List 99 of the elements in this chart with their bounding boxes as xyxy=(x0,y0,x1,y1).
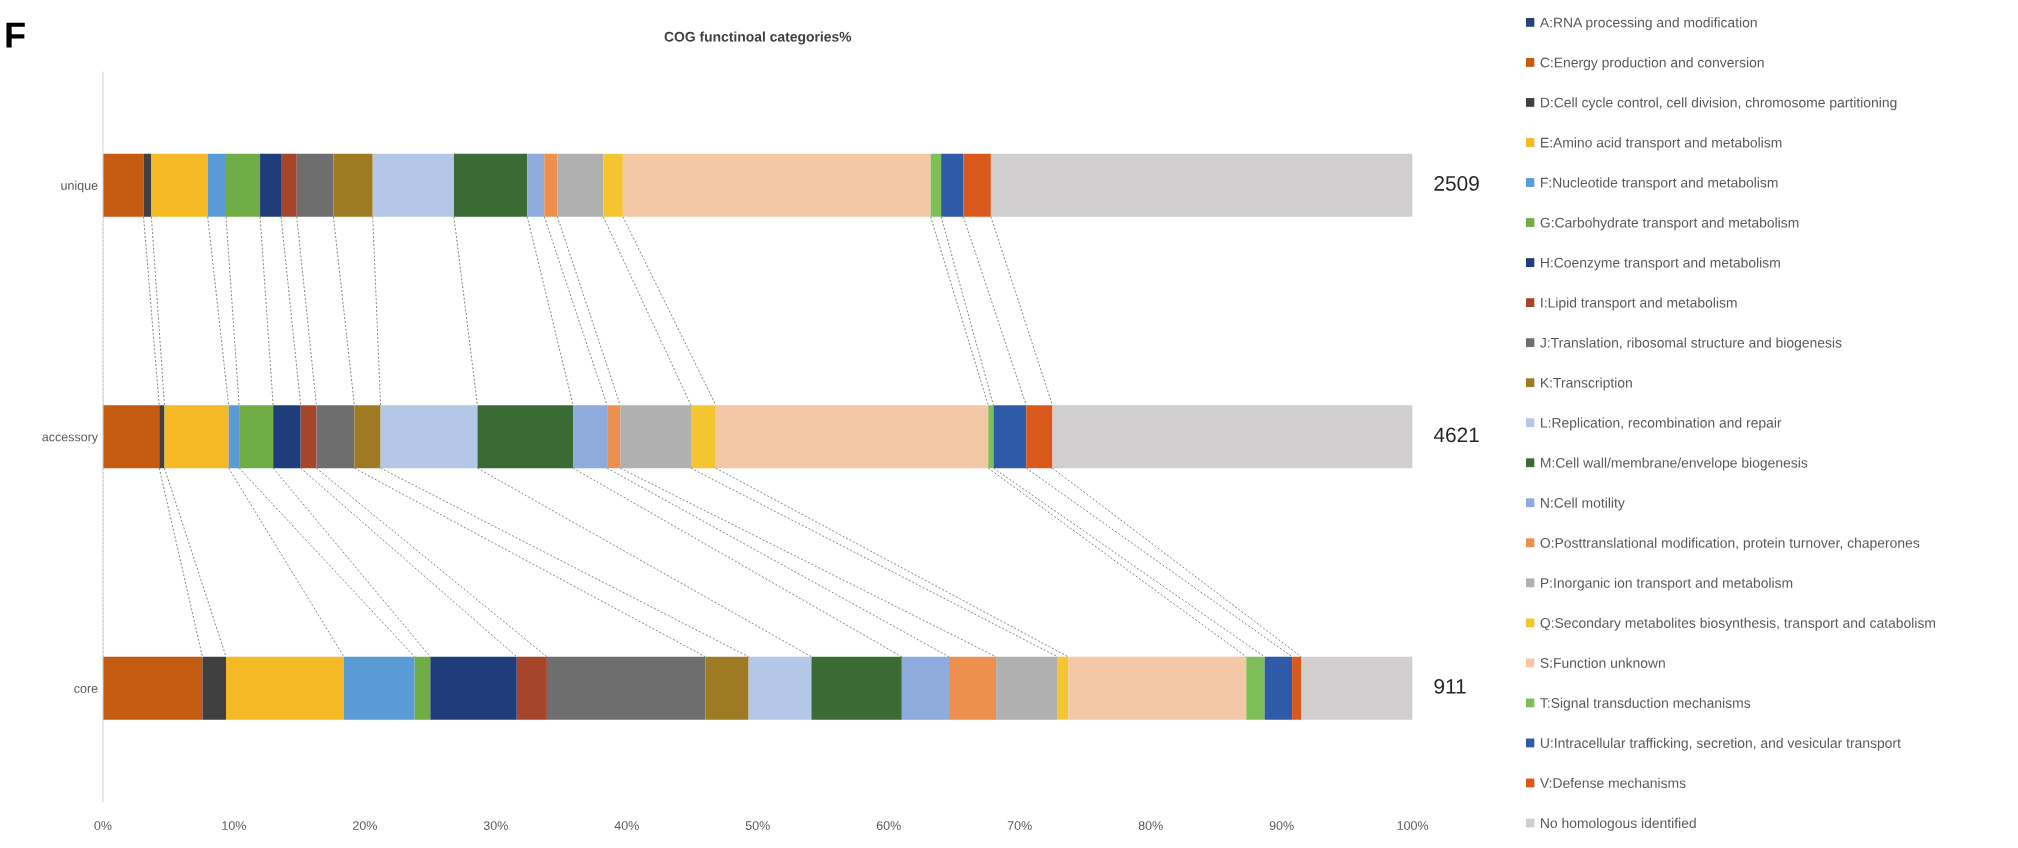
chart-title: COG functinoal categories% xyxy=(664,31,852,45)
bar xyxy=(988,405,994,469)
bar xyxy=(573,405,608,469)
bar xyxy=(226,656,344,720)
bar xyxy=(607,405,621,469)
bar xyxy=(159,405,165,469)
bar xyxy=(622,153,931,217)
bar xyxy=(453,153,528,217)
bar xyxy=(380,405,478,469)
legend-label: J:Translation, ribosomal structure and biogenesis xyxy=(1540,337,1842,351)
bar xyxy=(1301,656,1413,720)
y-tick-label: core xyxy=(74,686,98,693)
legend-label: D:Cell cycle control, cell division, chromosome partitioning xyxy=(1541,97,1897,111)
bar xyxy=(901,656,949,720)
bar xyxy=(151,153,208,217)
bar xyxy=(1026,405,1053,469)
x-tick-label: 20% xyxy=(352,821,377,830)
bar xyxy=(516,656,547,720)
bar xyxy=(372,153,454,217)
y-tick-label: unique xyxy=(61,180,98,193)
bar xyxy=(1246,656,1265,720)
x-tick-label: 80% xyxy=(1138,821,1163,830)
bar xyxy=(705,656,749,720)
text: 911 xyxy=(1434,679,1466,694)
bar xyxy=(603,153,623,217)
legend-label: U:Intracellular trafficking, secretion, and vesicular transport xyxy=(1540,737,1901,751)
bar xyxy=(260,153,282,217)
x-tick-label: 40% xyxy=(614,821,639,830)
bar xyxy=(996,656,1058,720)
legend-label: F:Nucleotide transport and metabolism xyxy=(1541,177,1778,191)
bar xyxy=(527,153,545,217)
bar xyxy=(1068,656,1247,720)
legend-label: G:Carbohydrate transport and metabolism xyxy=(1540,217,1799,231)
legend-label: Q:Secondary metabolites biosynthesis, transport and catabolism xyxy=(1540,617,1936,631)
bar xyxy=(343,656,415,720)
legend-label: M:Cell wall/membrane/envelope biogenesis xyxy=(1541,457,1808,471)
bar xyxy=(102,656,203,720)
bar xyxy=(620,405,691,469)
bar xyxy=(202,656,227,720)
legend-label: V:Defense mechanisms xyxy=(1539,777,1686,788)
x-tick-label: 70% xyxy=(1007,821,1032,830)
bar xyxy=(333,153,373,217)
bar xyxy=(316,405,355,469)
x-tick-label: 30% xyxy=(483,821,508,830)
bar xyxy=(990,153,1413,217)
bar xyxy=(300,405,317,469)
bar xyxy=(164,405,229,469)
bar xyxy=(477,405,574,469)
legend-label: L:Replication, recombination and repair xyxy=(1541,417,1782,431)
legend-label: S:Function unknown xyxy=(1540,657,1665,668)
bar xyxy=(811,656,902,720)
legend-label: C:Energy production and conversion xyxy=(1540,57,1764,71)
bar xyxy=(273,405,301,469)
x-tick-label: 100% xyxy=(1397,821,1429,830)
bar xyxy=(1264,656,1293,720)
bar xyxy=(948,656,997,720)
x-tick-label: 50% xyxy=(745,821,770,830)
legend-label: H:Coenzyme transport and metabolism xyxy=(1541,257,1780,271)
text: 4621 xyxy=(1433,427,1479,443)
x-tick-label: 90% xyxy=(1269,821,1294,830)
bar xyxy=(207,153,227,217)
bar xyxy=(281,153,297,217)
bar xyxy=(930,153,942,217)
legend-label: A:RNA processing and modification xyxy=(1539,17,1757,31)
bar xyxy=(296,153,334,217)
x-tick-label: 10% xyxy=(222,821,246,830)
bar xyxy=(1057,656,1069,720)
bar xyxy=(102,153,144,217)
legend-label: I:Lipid transport and metabolism xyxy=(1541,297,1737,311)
bar xyxy=(228,405,240,469)
bar xyxy=(941,153,964,217)
bar xyxy=(544,153,558,217)
bar xyxy=(102,405,160,469)
bar xyxy=(1052,405,1413,469)
bar xyxy=(226,153,261,217)
bar xyxy=(557,153,604,217)
bar xyxy=(993,405,1027,469)
text: F xyxy=(6,22,25,48)
text: 2509 xyxy=(1434,176,1479,191)
legend-label: E:Amino acid transport and metabolism xyxy=(1541,137,1782,151)
bar xyxy=(963,153,991,217)
bar xyxy=(748,656,812,720)
y-tick-label: accessory xyxy=(42,434,99,444)
bar xyxy=(546,656,706,720)
bar xyxy=(354,405,381,469)
x-tick-label: 60% xyxy=(876,821,901,830)
bar xyxy=(1292,656,1302,720)
bar xyxy=(414,656,431,720)
legend-label: No homologous identified xyxy=(1541,817,1696,831)
legend-label: P:Inorganic ion transport and metabolism xyxy=(1541,577,1793,591)
bar xyxy=(430,656,517,720)
legend-label: N:Cell motility xyxy=(1541,497,1625,511)
legend-label: T:Signal transduction mechanisms xyxy=(1540,697,1751,711)
bar xyxy=(715,405,989,469)
legend-label: O:Posttranslational modification, protein turnover, chaperones xyxy=(1540,537,1920,551)
bar xyxy=(239,405,274,469)
legend-label: K:Transcription xyxy=(1541,377,1632,391)
bar xyxy=(690,405,716,469)
x-tick-label: 0% xyxy=(94,821,112,830)
